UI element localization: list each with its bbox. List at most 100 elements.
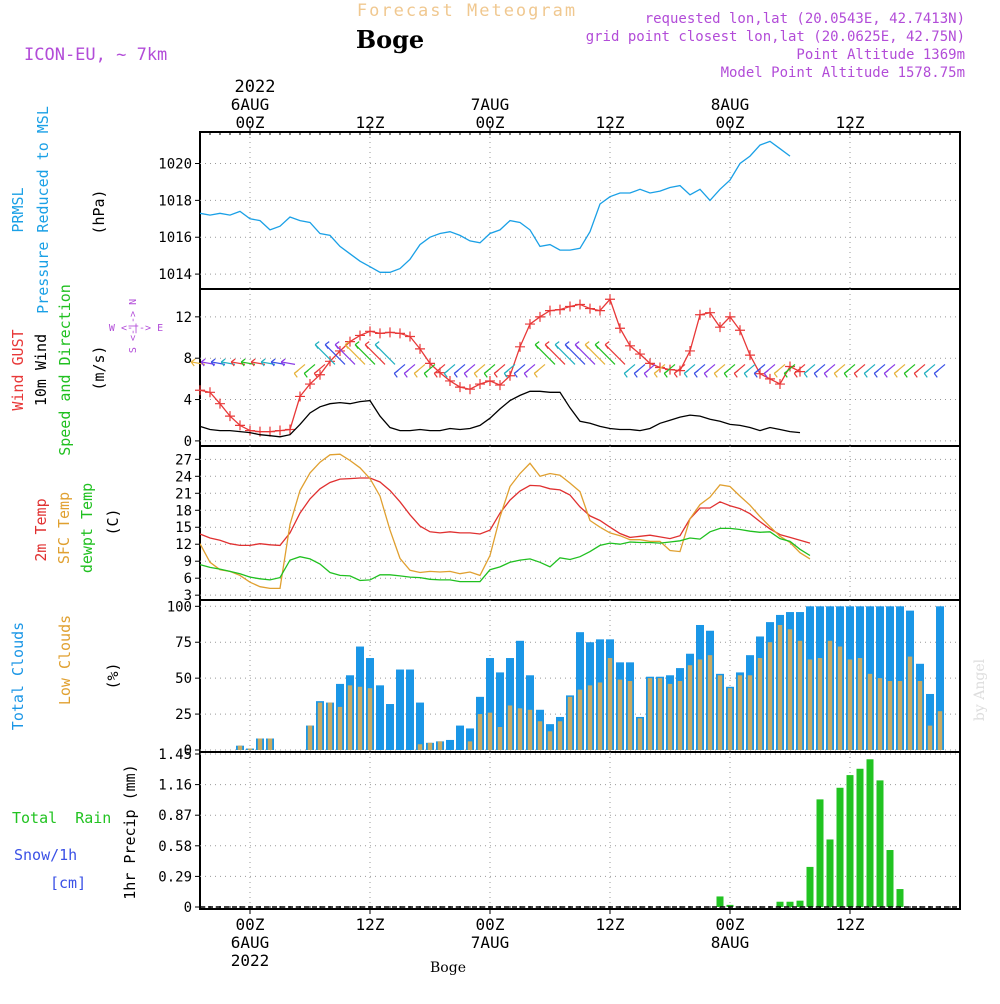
low-cloud-bar — [477, 714, 483, 750]
wind-arrowhead — [334, 341, 340, 349]
low-cloud-bar — [327, 702, 333, 750]
total-cloud-bar — [386, 704, 394, 750]
wind-arrowhead — [663, 369, 669, 378]
wind-direction-arrow — [594, 344, 616, 365]
wind-arrowhead — [220, 358, 226, 367]
pressure-ytick-label: 1016 — [158, 230, 192, 246]
gust-point-marker — [605, 294, 615, 305]
gust-point-marker — [465, 384, 475, 395]
low-cloud-bar — [937, 711, 943, 750]
point-altitude: Point Altitude 1369m — [796, 47, 965, 63]
low-cloud-bar — [417, 744, 423, 750]
gust-point-marker — [285, 424, 295, 435]
low-cloud-bar — [717, 675, 723, 750]
rain-bar — [886, 850, 894, 907]
pressure-panel-labels: PRMSL Pressure Reduced to MSL (hPa) — [9, 106, 108, 314]
gust-point-marker — [665, 364, 675, 375]
wind-arrowhead — [873, 369, 879, 378]
wind-arrowhead — [913, 369, 919, 378]
gust-point-marker — [425, 358, 435, 369]
temp-panel-labels: 2m Temp SFC Temp dewpt Temp (C) — [32, 483, 122, 573]
gust-point-marker — [445, 375, 455, 386]
wind-direction-arrow — [604, 344, 626, 365]
wind-direction-arrow — [281, 361, 296, 365]
bottom-date-label: 6AUG — [231, 933, 270, 952]
total-cloud-bar — [376, 685, 384, 750]
pressure-label-prmsl: PRMSL — [9, 187, 27, 232]
low-cloud-bar — [607, 658, 613, 750]
gust-point-marker — [275, 425, 285, 436]
wind-arrowhead — [923, 369, 929, 378]
top-time-label: 00Z — [716, 113, 745, 132]
gust-point-marker — [245, 425, 255, 436]
clouds-ytick-label: 100 — [167, 599, 192, 615]
low-cloud-bar — [427, 742, 433, 750]
wind-arrowhead — [374, 341, 380, 349]
wind-arrowhead — [364, 341, 370, 349]
temp-ytick-label: 3 — [184, 588, 192, 604]
wind-direction-arrow — [554, 344, 576, 365]
clouds-ytick-label: 50 — [175, 671, 192, 687]
precip-ytick-label: 1.45 — [158, 747, 192, 763]
wind-arrowhead — [773, 369, 779, 378]
wind-arrowhead — [693, 369, 699, 378]
low-cloud-bar — [687, 665, 693, 750]
rain-bar — [776, 901, 784, 907]
wind-arrowhead — [280, 358, 286, 367]
precip-ytick-label: 0.29 — [158, 869, 192, 885]
low-cloud-bar — [737, 675, 743, 750]
wind-series-line-1 — [199, 390, 801, 438]
low-cloud-bar — [437, 741, 443, 750]
wind-arrowhead — [453, 369, 459, 378]
wind-arrowhead — [423, 369, 429, 378]
precip-ytick-label: 0 — [184, 900, 192, 916]
wind-arrowhead — [344, 341, 350, 349]
low-cloud-bar — [867, 673, 873, 750]
wind-arrowhead — [604, 341, 610, 349]
clouds-ytick-label: 75 — [175, 635, 192, 651]
wind-direction-arrow — [334, 344, 356, 365]
pressure-label-desc: Pressure Reduced to MSL — [34, 106, 52, 314]
credit-label: by Angel — [972, 658, 988, 721]
header: Forecast Meteogram Boge ICON-EU, ~ 7km r… — [24, 1, 965, 97]
rain-bar — [866, 759, 874, 907]
low-cloud-bar — [837, 646, 843, 750]
wind-direction-arrow — [564, 344, 586, 365]
wind-arrowhead — [753, 369, 759, 378]
wind-arrowhead — [903, 369, 909, 378]
pressure-ytick-label: 1014 — [158, 267, 192, 283]
wind-arrowhead — [833, 369, 839, 378]
low-cloud-bar — [667, 683, 673, 750]
temp-ytick-label: 21 — [175, 486, 192, 502]
chart-title: Forecast Meteogram — [357, 1, 577, 21]
wind-arrowhead — [743, 369, 749, 378]
low-cloud-bar — [537, 721, 543, 750]
low-cloud-bar — [507, 705, 513, 750]
wind-arrowhead — [564, 341, 570, 349]
total-cloud-bar — [456, 725, 464, 750]
gust-point-marker — [365, 326, 375, 337]
total-cloud-bar — [886, 606, 894, 750]
bottom-year-label: 2022 — [231, 951, 270, 970]
bottom-time-label: 12Z — [356, 915, 385, 934]
wind-direction-arrow — [574, 344, 596, 365]
wind-direction-arrow — [534, 344, 556, 365]
wind-arrowhead — [433, 369, 439, 378]
gust-point-marker — [315, 369, 325, 380]
wind-panel-labels: Wind GUST 10m Wind Speed and Direction (… — [9, 284, 163, 456]
wind-label-gust: Wind GUST — [9, 329, 27, 410]
location-title: Boge — [356, 25, 424, 54]
wind-arrowhead — [503, 369, 509, 378]
gust-point-marker — [715, 322, 725, 333]
clouds-unit: (%) — [104, 662, 122, 689]
wind-arrowhead — [763, 369, 769, 378]
marks-layer — [190, 140, 960, 908]
precip-label-cm: [cm] — [50, 874, 86, 892]
bottom-time-label: 00Z — [236, 915, 265, 934]
wind-panel-frame — [199, 288, 961, 447]
gust-point-marker — [515, 341, 525, 352]
gust-point-marker — [525, 319, 535, 330]
compass-ns: S <-|-> N — [128, 299, 139, 353]
low-cloud-bar — [337, 706, 343, 750]
bottom-time-label: 12Z — [596, 915, 625, 934]
